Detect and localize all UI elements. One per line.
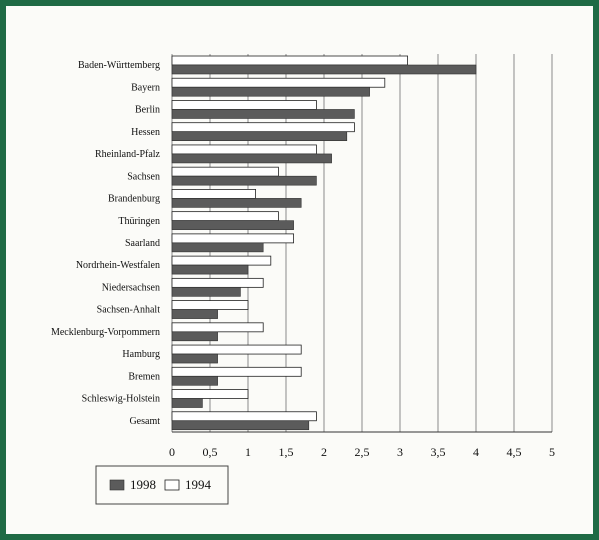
category-label-12: Mecklenburg-Vorpommern	[51, 327, 160, 338]
category-label-16: Gesamt	[129, 416, 160, 427]
bar-1998-1	[171, 86, 370, 97]
x-tick-label-1: 0,5	[203, 445, 218, 459]
bar-1994-4	[171, 144, 317, 155]
category-label-13: Hamburg	[122, 349, 160, 360]
bar-1994-5	[171, 166, 279, 177]
bar-1994-6	[171, 189, 256, 199]
category-label-5: Sachsen	[127, 171, 160, 182]
bar-1998-8	[171, 242, 264, 253]
x-tick-label-0: 0	[169, 445, 175, 459]
bars-layer	[171, 55, 477, 431]
legend-swatch-1994	[164, 479, 180, 491]
bar-1994-2	[171, 100, 317, 110]
bar-1994-7	[171, 211, 279, 222]
category-label-6: Brandenburg	[108, 194, 160, 205]
bar-1998-5	[171, 175, 317, 186]
bar-1998-14	[171, 375, 218, 386]
legend-swatch-1998	[109, 479, 125, 491]
x-tick-label-9: 4,5	[507, 445, 522, 459]
category-label-0: Baden-Württemberg	[78, 60, 160, 71]
bar-1998-0	[171, 64, 477, 75]
x-tick-label-10: 5	[549, 445, 555, 459]
category-label-9: Nordrhein-Westfalen	[76, 260, 160, 271]
category-label-14: Bremen	[128, 371, 160, 382]
category-label-1: Bayern	[131, 82, 160, 93]
x-tick-label-2: 1	[245, 445, 251, 459]
bar-1998-16	[171, 420, 310, 431]
bar-1994-10	[171, 277, 264, 288]
bar-1994-13	[171, 344, 302, 355]
category-label-11: Sachsen-Anhalt	[97, 305, 161, 316]
x-tick-label-6: 3	[397, 445, 403, 459]
bar-1994-3	[171, 122, 355, 133]
bar-1998-15	[171, 398, 203, 408]
x-tick-label-8: 4	[473, 445, 479, 459]
category-label-4: Rheinland-Pfalz	[95, 149, 161, 160]
x-tick-label-3: 1,5	[279, 445, 294, 459]
category-labels: Baden-Württemberg Bayern Berlin Hessen Rhein…	[51, 60, 161, 427]
category-label-10: Niedersachsen	[102, 282, 160, 293]
category-label-8: Saarland	[125, 238, 160, 249]
legend: 1998 1994	[95, 465, 229, 505]
bar-1994-8	[171, 233, 294, 244]
bar-1998-12	[171, 331, 218, 342]
legend-label-1994: 1994	[185, 477, 212, 492]
legend-label-1998: 1998	[130, 477, 156, 492]
bar-1994-14	[171, 366, 302, 377]
category-label-2: Berlin	[135, 105, 160, 116]
bar-1998-9	[171, 264, 249, 275]
bar-1994-1	[171, 77, 386, 88]
category-label-7: Thüringen	[118, 216, 160, 227]
bar-1998-4	[171, 153, 332, 164]
x-tick-label-5: 2,5	[355, 445, 370, 459]
bar-1998-2	[171, 109, 355, 119]
bar-1998-11	[171, 309, 218, 319]
x-tick-label-4: 2	[321, 445, 327, 459]
bar-1998-3	[171, 131, 348, 142]
bar-1998-10	[171, 287, 241, 297]
x-tick-label-7: 3,5	[431, 445, 446, 459]
bar-1998-7	[171, 220, 294, 230]
bar-1994-9	[171, 255, 272, 266]
bar-1994-12	[171, 322, 264, 333]
x-axis-ticks: 0 0,5 1 1,5 2 2,5 3 3,5 4 4,5 5	[169, 445, 555, 459]
bar-1998-13	[171, 353, 218, 364]
bar-1998-6	[171, 198, 302, 208]
category-label-15: Schleswig-Holstein	[82, 394, 160, 405]
legend-box	[95, 465, 229, 505]
bar-1994-0	[171, 55, 409, 66]
bar-1994-11	[171, 300, 249, 310]
bar-1994-15	[171, 389, 249, 399]
bar-1994-16	[171, 411, 317, 422]
category-label-3: Hessen	[131, 127, 160, 138]
